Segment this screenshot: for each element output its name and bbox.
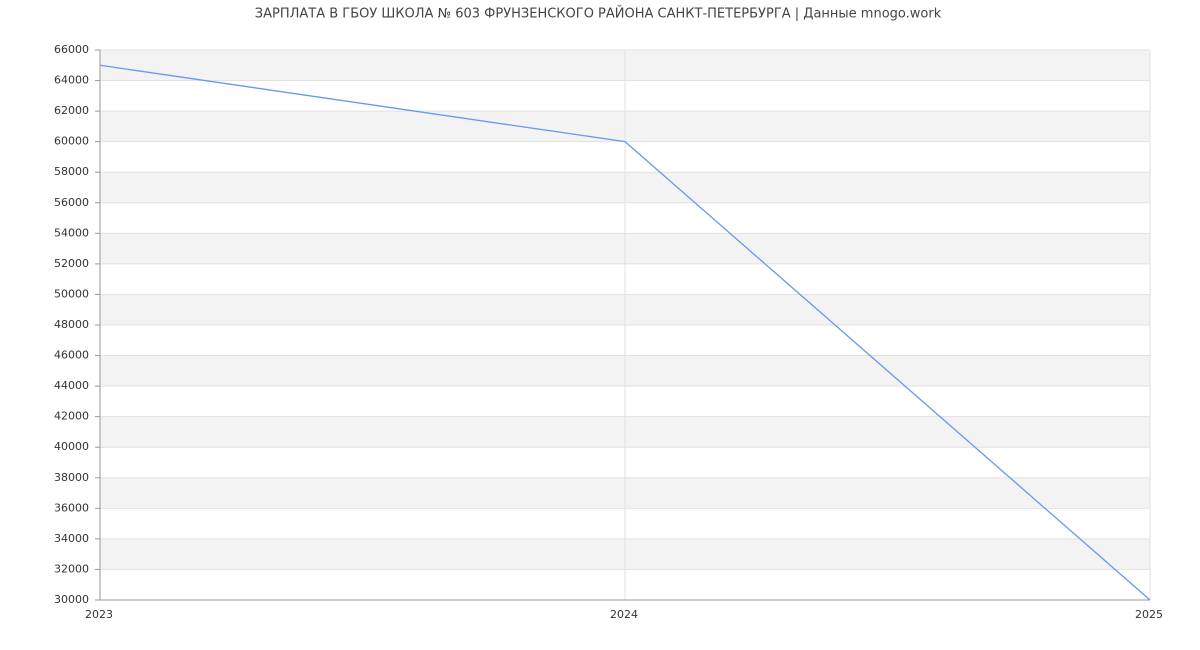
y-tick-label: 50000 — [54, 287, 89, 300]
y-tick-label: 58000 — [54, 165, 89, 178]
y-tick-label: 42000 — [54, 410, 89, 423]
x-tick-label: 2024 — [610, 608, 638, 621]
y-tick-label: 62000 — [54, 104, 89, 117]
y-tick-label: 30000 — [54, 593, 89, 606]
y-tick-label: 64000 — [54, 74, 89, 87]
y-tick-label: 48000 — [54, 318, 89, 331]
y-tick-label: 44000 — [54, 379, 89, 392]
x-tick-label: 2025 — [1135, 608, 1163, 621]
data-line — [99, 64, 1151, 601]
x-tick-label: 2023 — [85, 608, 113, 621]
y-tick-label: 46000 — [54, 349, 89, 362]
y-tick-label: 60000 — [54, 135, 89, 148]
y-tick-label: 34000 — [54, 532, 89, 545]
y-tick-label: 40000 — [54, 440, 89, 453]
y-tick-label: 52000 — [54, 257, 89, 270]
y-tick-label: 36000 — [54, 501, 89, 514]
y-tick-label: 54000 — [54, 226, 89, 239]
y-tick-label: 56000 — [54, 196, 89, 209]
y-tick-label: 38000 — [54, 471, 89, 484]
chart-title: ЗАРПЛАТА В ГБОУ ШКОЛА № 603 ФРУНЗЕНСКОГО… — [255, 6, 942, 22]
y-tick-label: 32000 — [54, 562, 89, 575]
y-tick-label: 66000 — [54, 43, 89, 56]
